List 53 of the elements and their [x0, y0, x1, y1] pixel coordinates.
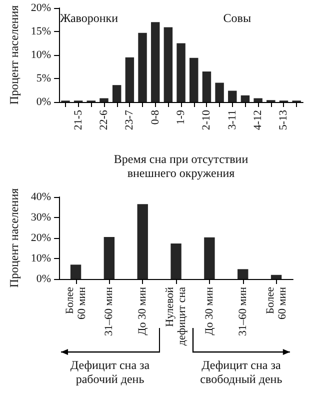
- bar: [112, 85, 122, 102]
- bar: [164, 27, 173, 102]
- y-axis-title: Процент населения: [7, 4, 21, 105]
- x-tick-label: 5-13: [278, 110, 290, 130]
- bar: [150, 22, 160, 102]
- x-axis-title: Время сна при отсутствии внешнего окружения: [114, 152, 249, 180]
- bar: [240, 95, 250, 102]
- y-tick-label: 10%: [30, 252, 52, 264]
- x-tick-label: 3-11: [226, 110, 238, 130]
- bar: [190, 58, 198, 102]
- y-tick-label: 30%: [30, 212, 52, 224]
- y-tick-label: 10%: [30, 49, 52, 61]
- x-tick-label: 31–60 мин: [103, 286, 116, 336]
- bar: [104, 236, 115, 279]
- y-tick-label: 0%: [36, 273, 52, 285]
- x-tick-label: 22-6: [98, 110, 110, 130]
- y-tick-label: 15%: [30, 26, 52, 38]
- bar: [137, 204, 148, 279]
- x-tick-label: 4-12: [252, 110, 264, 130]
- x-tick-label: Более 60 мин: [264, 286, 288, 320]
- y-tick-label: 40%: [30, 191, 52, 203]
- y-tick-label: 5%: [36, 72, 52, 84]
- x-tick-label: 21-5: [72, 110, 84, 130]
- bar: [176, 43, 186, 102]
- x-tick-label: До 30 мин: [136, 286, 149, 336]
- bar: [270, 274, 282, 279]
- x-tick-label: 1-9: [175, 110, 188, 125]
- bar: [170, 244, 182, 279]
- bar: [202, 71, 212, 102]
- bar: [254, 98, 262, 102]
- x-tick-label: Нулевой дефицит сна: [164, 286, 188, 346]
- annotation: Жаворонки: [60, 11, 119, 25]
- x-tick-label: 2-10: [200, 110, 213, 130]
- x-tick-label: 23-7: [124, 110, 136, 130]
- text: Дефицит сна за свободный день: [199, 358, 284, 386]
- bar: [204, 237, 215, 279]
- bar: [138, 32, 147, 102]
- bar: [125, 57, 134, 102]
- annotation: Совы: [223, 11, 251, 25]
- x-tick-label: Более 60 мин: [64, 286, 88, 320]
- bar: [215, 82, 224, 102]
- bar: [70, 264, 82, 279]
- x-tick-label: 31–60 мин: [236, 286, 249, 336]
- bar: [228, 90, 237, 102]
- text: Дефицит сна за рабочий день: [69, 358, 151, 386]
- y-tick-label: 20%: [30, 232, 52, 244]
- bar: [238, 269, 248, 279]
- x-tick-label: До 30 мин: [203, 286, 216, 336]
- y-tick-label: 20%: [30, 2, 52, 14]
- y-axis-title: Процент населения: [7, 188, 21, 288]
- x-tick-label: 0-8: [149, 110, 162, 125]
- bar: [100, 98, 108, 102]
- y-tick-label: 0%: [36, 96, 52, 108]
